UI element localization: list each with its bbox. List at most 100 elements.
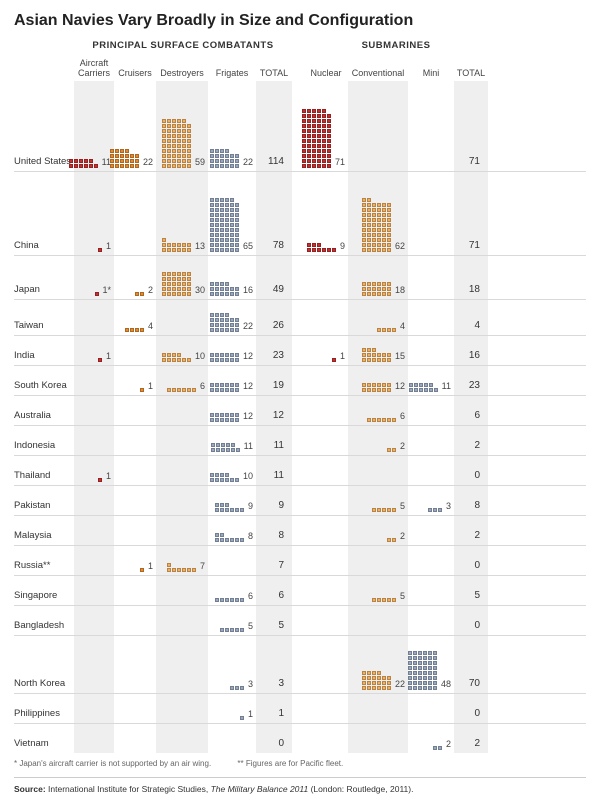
source-label: Source: (14, 784, 46, 794)
value-cell-frigates: 9 (208, 486, 256, 515)
value-cell-frigates: 22 (208, 300, 256, 335)
total-cell: 5 (454, 576, 488, 605)
col-header-carriers: AircraftCarriers (74, 59, 114, 81)
total-cell: 16 (454, 336, 488, 365)
value-cell-mini (408, 336, 454, 365)
value-cell-frigates (208, 546, 256, 575)
value-cell-conventional: 15 (348, 336, 408, 365)
value-cell-nuclear (304, 486, 348, 515)
value-cell-frigates: 8 (208, 516, 256, 545)
source-line: Source: International Institute for Stra… (14, 777, 586, 794)
col-header-nuclear: Nuclear (304, 69, 348, 81)
data-rows: United States112259221147171China1136578… (14, 81, 586, 753)
value-cell-carriers: 1* (74, 256, 114, 299)
country-row: Indonesia111122 (14, 425, 586, 455)
value-cell-carriers (74, 426, 114, 455)
value-cell-conventional: 2 (348, 426, 408, 455)
value-cell-destroyers (156, 606, 208, 635)
country-name: Pakistan (14, 501, 74, 515)
value-cell-cruisers (114, 516, 156, 545)
value-cell-conventional (348, 724, 408, 753)
value-cell-destroyers (156, 486, 208, 515)
value-cell-mini (408, 81, 454, 171)
value-cell-conventional (348, 694, 408, 723)
country-row: Malaysia8822 (14, 515, 586, 545)
country-row: Singapore6655 (14, 575, 586, 605)
country-row: China113657896271 (14, 171, 586, 255)
value-cell-conventional (348, 81, 408, 171)
value-cell-nuclear (304, 256, 348, 299)
value-cell-conventional: 5 (348, 486, 408, 515)
value-cell-frigates: 12 (208, 366, 256, 395)
country-row: Philippines110 (14, 693, 586, 723)
value-cell-destroyers (156, 516, 208, 545)
value-cell-destroyers: 7 (156, 546, 208, 575)
total-cell: 0 (454, 546, 488, 575)
country-row: Thailand110110 (14, 455, 586, 485)
col-header-frigates: Frigates (208, 69, 256, 81)
value-cell-cruisers: 1 (114, 546, 156, 575)
country-name: South Korea (14, 381, 74, 395)
country-name: Philippines (14, 709, 74, 723)
value-cell-cruisers: 2 (114, 256, 156, 299)
value-cell-mini (408, 256, 454, 299)
value-cell-nuclear (304, 606, 348, 635)
value-cell-destroyers (156, 396, 208, 425)
value-cell-frigates: 11 (208, 426, 256, 455)
value-cell-cruisers (114, 576, 156, 605)
value-cell-mini (408, 546, 454, 575)
value-cell-cruisers (114, 426, 156, 455)
value-cell-mini (408, 576, 454, 605)
footnotes: * Japan's aircraft carrier is not suppor… (14, 759, 586, 769)
value-cell-nuclear (304, 724, 348, 753)
value-cell-conventional: 2 (348, 516, 408, 545)
section-headers: PRINCIPAL SURFACE COMBATANTS SUBMARINES (14, 40, 586, 55)
value-cell-conventional (348, 546, 408, 575)
value-cell-mini (408, 396, 454, 425)
value-cell-cruisers (114, 724, 156, 753)
value-cell-nuclear: 1 (304, 336, 348, 365)
total-cell: 49 (256, 256, 292, 299)
total-cell: 6 (256, 576, 292, 605)
country-name: Singapore (14, 591, 74, 605)
section-surface: PRINCIPAL SURFACE COMBATANTS (74, 40, 292, 55)
value-cell-mini (408, 456, 454, 485)
total-cell: 0 (454, 606, 488, 635)
value-cell-destroyers: 10 (156, 336, 208, 365)
total-cell: 11 (256, 426, 292, 455)
total-cell: 11 (256, 456, 292, 485)
country-name: China (14, 241, 74, 255)
country-row: Australia121266 (14, 395, 586, 425)
value-cell-mini: 48 (408, 636, 454, 693)
value-cell-destroyers: 30 (156, 256, 208, 299)
value-cell-destroyers (156, 576, 208, 605)
value-cell-nuclear (304, 694, 348, 723)
total-cell: 19 (256, 366, 292, 395)
value-cell-mini: 11 (408, 366, 454, 395)
value-cell-frigates: 5 (208, 606, 256, 635)
value-cell-carriers (74, 724, 114, 753)
value-cell-cruisers (114, 396, 156, 425)
total-cell: 1 (256, 694, 292, 723)
total-cell: 0 (454, 456, 488, 485)
col-header-cruisers: Cruisers (114, 69, 156, 81)
value-cell-frigates: 22 (208, 81, 256, 171)
value-cell-conventional: 5 (348, 576, 408, 605)
value-cell-frigates: 65 (208, 172, 256, 255)
country-name: Russia** (14, 561, 74, 575)
value-cell-destroyers: 59 (156, 81, 208, 171)
value-cell-carriers (74, 694, 114, 723)
country-name: Vietnam (14, 739, 74, 753)
value-cell-conventional (348, 456, 408, 485)
total-cell: 23 (256, 336, 292, 365)
value-cell-cruisers (114, 606, 156, 635)
chart-title: Asian Navies Vary Broadly in Size and Co… (14, 12, 586, 30)
total-cell: 23 (454, 366, 488, 395)
country-row: South Korea161219121123 (14, 365, 586, 395)
country-row: North Korea33224870 (14, 635, 586, 693)
value-cell-mini (408, 172, 454, 255)
value-cell-frigates (208, 724, 256, 753)
total-cell: 8 (454, 486, 488, 515)
total-cell: 0 (256, 724, 292, 753)
value-cell-cruisers (114, 336, 156, 365)
